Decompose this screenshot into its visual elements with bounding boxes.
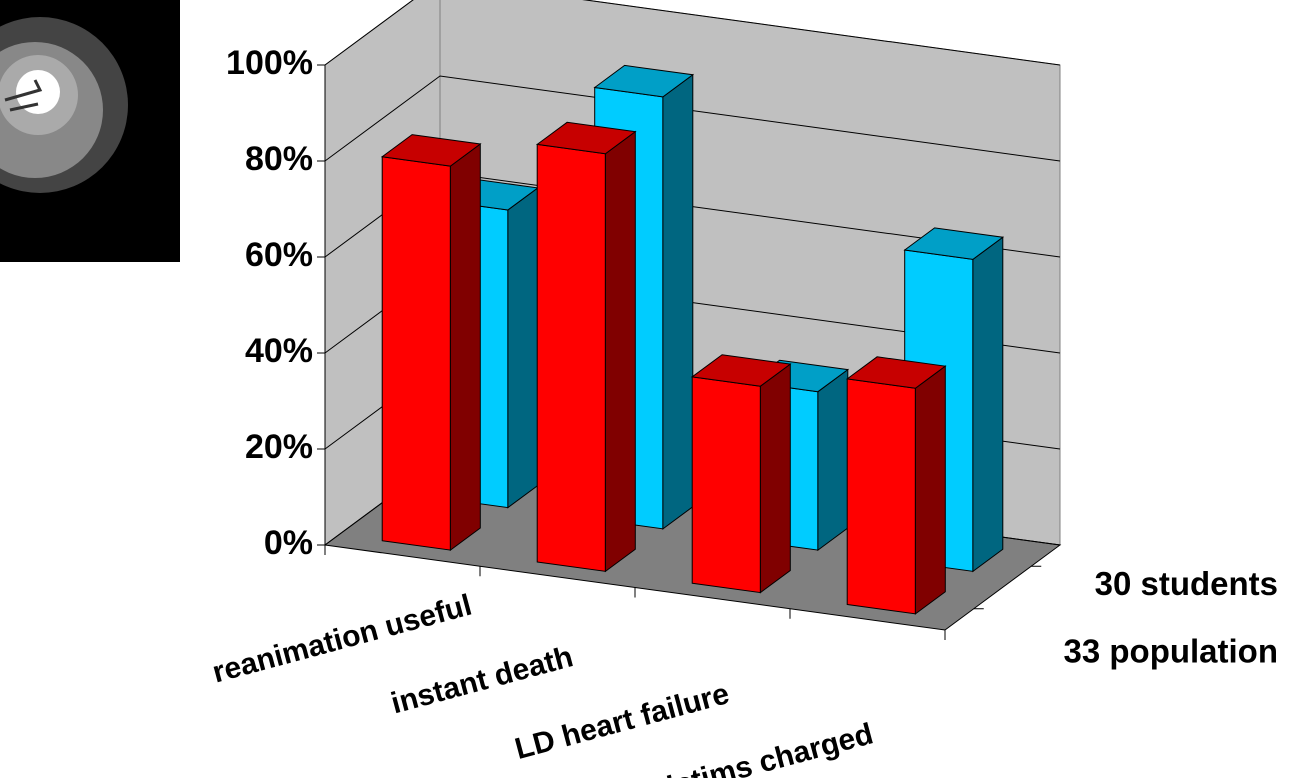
y-tick-label: 20% [245, 428, 313, 466]
y-tick-label: 80% [245, 140, 313, 178]
y-tick-label: 60% [245, 236, 313, 274]
thumbnail [0, 0, 180, 262]
x-tick-label: victims charged [647, 717, 876, 778]
x-tick-label: instant death [388, 640, 577, 720]
bar-front [692, 377, 760, 593]
bar-side [973, 237, 1003, 571]
series-label: 33 population [1064, 632, 1279, 669]
bar-side [818, 370, 848, 550]
y-tick-label: 100% [226, 44, 313, 82]
bar-side [508, 188, 538, 508]
bar [537, 122, 635, 571]
series-label: 30 students [1095, 565, 1278, 602]
chart: 0% 20% 40% 60% 80% 100% reanimation usefulinst… [0, 0, 1298, 778]
bar-front [537, 144, 605, 571]
bar-front [847, 379, 915, 614]
page: 0% 20% 40% 60% 80% 100% reanimation usefulinst… [0, 0, 1298, 778]
bar-side [663, 75, 693, 529]
bar-side [450, 144, 480, 550]
bar-side [760, 364, 790, 592]
bar [692, 355, 790, 593]
x-tick-label: LD heart failure [512, 677, 733, 766]
bar-side [605, 132, 635, 572]
y-tick-label: 40% [245, 332, 313, 370]
y-tick-label: 0% [264, 524, 313, 562]
bar [847, 357, 945, 614]
x-tick-label: reanimation useful [209, 589, 475, 690]
bar-front [382, 157, 450, 550]
bar-side [915, 366, 945, 614]
bar [382, 135, 480, 550]
